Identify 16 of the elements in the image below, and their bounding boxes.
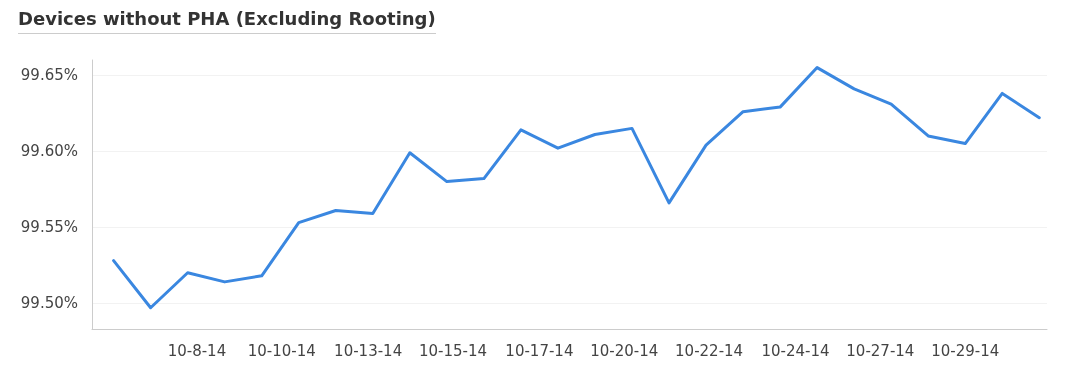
x-tick-label: 10-10-14 <box>247 341 316 360</box>
x-tick-label: 10-24-14 <box>761 341 830 360</box>
x-tick-label: 10-22-14 <box>675 341 744 360</box>
x-tick-label: 10-8-14 <box>167 341 227 360</box>
x-tick-label: 10-15-14 <box>418 341 488 360</box>
x-tick-label: 10-29-14 <box>931 341 1000 360</box>
line-series <box>112 66 1041 310</box>
x-tick-label: 10-20-14 <box>590 341 659 360</box>
x-tick-label: 10-27-14 <box>846 341 915 360</box>
x-tick-label: 10-17-14 <box>505 341 574 360</box>
y-tick-label: 99.60% <box>20 142 78 161</box>
y-tick-label: 99.65% <box>20 66 78 85</box>
chart-title: Devices without PHA (Excluding Rooting) <box>18 8 436 34</box>
y-tick-label: 99.50% <box>20 294 78 313</box>
x-tick-label: 10-13-14 <box>334 341 403 360</box>
y-tick-label: 99.55% <box>20 218 78 237</box>
